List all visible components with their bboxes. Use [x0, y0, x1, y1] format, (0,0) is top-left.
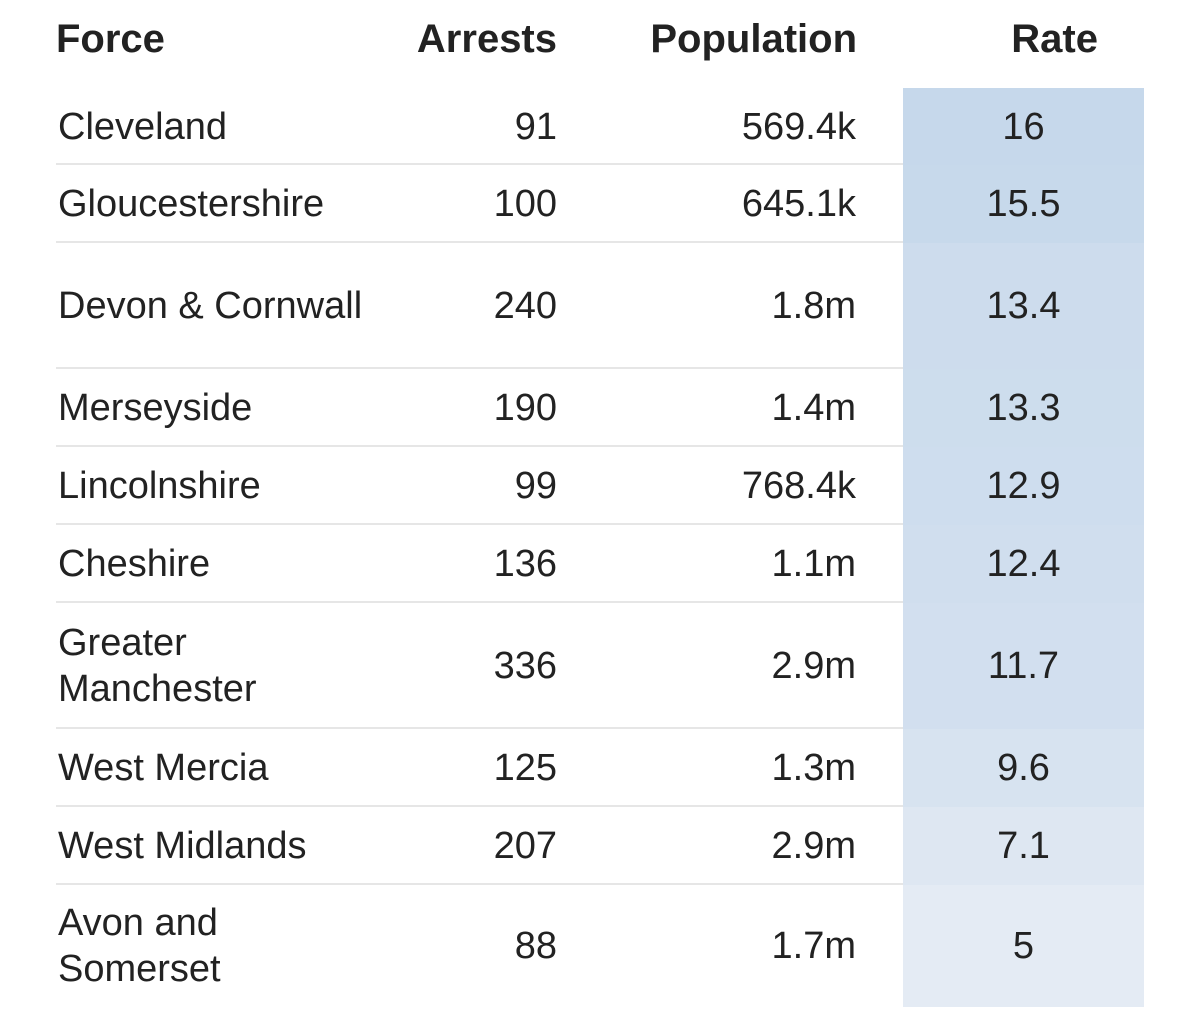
cell-force: Avon and Somerset	[58, 902, 221, 990]
rate-cell-shade	[903, 88, 1144, 165]
table-row: Cheshire 136 1.1m 12.4	[56, 525, 1144, 603]
cell-rate: 13.4	[986, 285, 1061, 327]
table-header: Force Arrests Population Rate	[56, 0, 1144, 86]
cell-arrests: 190	[493, 387, 557, 429]
cell-rate: 9.6	[997, 747, 1050, 789]
row-divider	[56, 601, 903, 603]
cell-arrests: 207	[493, 825, 557, 867]
cell-rate: 12.9	[986, 465, 1061, 507]
cell-force: West Midlands	[58, 825, 307, 867]
table-row: West Midlands 207 2.9m 7.1	[56, 807, 1144, 885]
header-rate: Rate	[1011, 17, 1098, 61]
cell-population: 1.4m	[771, 387, 856, 429]
table-row: Gloucestershire 100 645.1k 15.5	[56, 165, 1144, 243]
cell-population: 2.9m	[771, 645, 856, 687]
cell-arrests: 240	[493, 285, 557, 327]
cell-force: Cleveland	[58, 105, 227, 148]
table-row: Avon and Somerset 88 1.7m 5	[56, 885, 1144, 1007]
cell-rate: 11.7	[987, 645, 1060, 687]
rate-column-shading	[903, 88, 1144, 1007]
cell-arrests: 336	[493, 645, 557, 687]
cell-arrests: 100	[493, 183, 557, 225]
cell-arrests: 99	[514, 465, 557, 507]
cell-force: Cheshire	[58, 543, 211, 585]
cell-rate: 13.3	[986, 387, 1061, 429]
table-row: West Mercia 125 1.3m 9.6	[56, 729, 1144, 807]
cell-rate: 5	[1012, 925, 1035, 967]
rate-cell-shade	[903, 447, 1144, 525]
cell-rate: 7.1	[997, 825, 1050, 867]
cell-population: 645.1k	[741, 183, 856, 225]
cell-force: West Mercia	[58, 747, 269, 789]
cell-population: 1.3m	[771, 747, 856, 789]
rate-cell-shade	[903, 603, 1144, 729]
data-table: Force Arrests Population Rate Cleveland 9…	[56, 0, 1144, 1024]
table-row: Merseyside 190 1.4m 13.3	[56, 369, 1144, 447]
cell-arrests: 88	[514, 925, 557, 967]
cell-force: Gloucestershire	[58, 183, 325, 225]
row-divider	[56, 163, 903, 165]
rate-cell-shade	[903, 525, 1144, 603]
row-divider	[56, 445, 903, 447]
table-row: Greater Manchester 336 2.9m 11.7	[56, 603, 1144, 729]
header-arrests: Arrests	[416, 17, 557, 61]
table-row: Lincolnshire 99 768.4k 12.9	[56, 447, 1144, 525]
row-divider	[56, 727, 903, 729]
row-divider	[56, 367, 903, 369]
header-population: Population	[650, 17, 857, 61]
row-divider	[56, 241, 903, 243]
cell-population: 1.8m	[771, 285, 856, 327]
row-divider	[56, 523, 903, 525]
rate-cell-shade	[903, 369, 1144, 447]
row-divider	[56, 883, 903, 885]
rate-cell-shade	[903, 729, 1144, 807]
cell-rate: 15.5	[986, 183, 1061, 225]
cell-population: 768.4k	[741, 465, 856, 507]
table-row: Devon & Cornwall 240 1.8m 13.4	[56, 243, 1144, 369]
cell-force: Lincolnshire	[58, 465, 261, 507]
cell-force: Devon & Cornwall	[58, 285, 363, 327]
cell-population: 569.4k	[741, 105, 856, 148]
rate-cell-shade	[903, 807, 1144, 885]
cell-population: 1.1m	[771, 543, 856, 585]
cell-arrests: 136	[493, 543, 557, 585]
cell-rate: 12.4	[986, 543, 1061, 585]
cell-population: 1.7m	[771, 925, 856, 967]
rate-cell-shade	[903, 165, 1144, 243]
cell-arrests: 125	[493, 747, 557, 789]
cell-arrests: 91	[514, 105, 557, 148]
cell-population: 2.9m	[771, 825, 856, 867]
table-row: Cleveland 91 569.4k 16	[56, 88, 1144, 165]
rate-cell-shade	[903, 243, 1144, 369]
row-divider	[56, 805, 903, 807]
rate-cell-shade	[903, 885, 1144, 1007]
cell-force: Merseyside	[58, 387, 253, 429]
header-force: Force	[56, 17, 165, 61]
cell-force: Greater Manchester	[58, 622, 257, 710]
cell-rate: 16	[1002, 105, 1045, 148]
